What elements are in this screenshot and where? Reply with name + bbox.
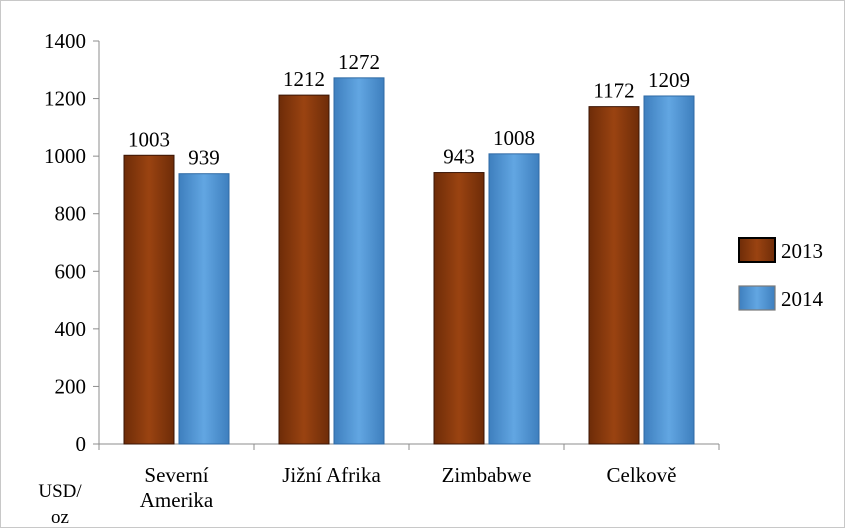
y-tick-label: 400 bbox=[55, 317, 87, 341]
y-tick-label: 1000 bbox=[44, 144, 86, 168]
bar-2014 bbox=[333, 77, 385, 445]
y-axis-label: USD/oz bbox=[38, 481, 82, 527]
legend-label: 2014 bbox=[781, 287, 824, 311]
data-label: 943 bbox=[443, 145, 475, 169]
y-tick-label: 1200 bbox=[44, 87, 86, 111]
legend-label: 2013 bbox=[781, 239, 823, 263]
bar-2014 bbox=[488, 153, 540, 445]
data-label: 1172 bbox=[593, 79, 634, 103]
data-label: 1008 bbox=[493, 126, 535, 150]
bar-2014 bbox=[643, 95, 695, 445]
bar-2013 bbox=[433, 172, 485, 445]
y-tick-label: 1400 bbox=[44, 29, 86, 53]
y-tick-label: 0 bbox=[76, 432, 87, 456]
x-tick-label: Jižní Afrika bbox=[282, 463, 381, 487]
data-label: 939 bbox=[188, 146, 220, 170]
x-tick-label: Severní Amerika bbox=[140, 463, 214, 512]
bar-2014 bbox=[178, 173, 230, 445]
legend-swatch bbox=[738, 285, 776, 311]
data-label: 1003 bbox=[128, 127, 170, 151]
y-tick-label: 200 bbox=[55, 374, 87, 398]
data-label: 1212 bbox=[283, 67, 325, 91]
bar-2013 bbox=[123, 154, 175, 445]
y-axis: 0 200 400 600 800 1000 1200 1400 bbox=[44, 29, 100, 456]
data-label: 1209 bbox=[648, 68, 690, 92]
bar-2013 bbox=[588, 106, 640, 445]
bar-2013 bbox=[278, 94, 330, 445]
data-label: 1272 bbox=[338, 50, 380, 74]
x-tick-label: Celkově bbox=[607, 463, 677, 487]
bars bbox=[123, 77, 695, 445]
x-tick-label: Zimbabwe bbox=[442, 463, 532, 487]
y-tick-label: 600 bbox=[55, 259, 87, 283]
x-axis: Severní Amerika Jižní Afrika Zimbabwe Celkov… bbox=[38, 443, 720, 528]
data-labels: 1003 939 1212 1272 943 1008 1172 1209 bbox=[128, 50, 690, 170]
legend-swatch bbox=[738, 237, 776, 263]
legend: 2013 2014 bbox=[738, 237, 824, 311]
y-tick-label: 800 bbox=[55, 202, 87, 226]
